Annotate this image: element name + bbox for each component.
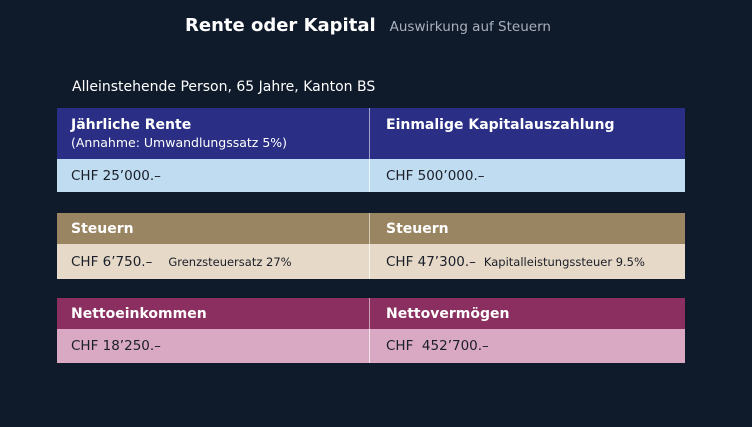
lump-sum-header: Einmalige Kapitalauszahlung (370, 108, 685, 159)
lump-sum-value: CHF 500’000.– (370, 159, 685, 192)
income-value-row: CHF 25’000.– CHF 500’000.– (57, 159, 685, 192)
taxes-table: Steuern Steuern CHF 6’750.– Grenzsteuers… (57, 213, 685, 279)
lump-sum-amount: CHF 500’000.– (386, 167, 485, 184)
net-value-row: CHF 18’250.– CHF 452’700.– (57, 329, 685, 363)
net-header-row: Nettoeinkommen Nettovermögen (57, 298, 685, 329)
annual-pension-label: Jährliche Rente (71, 117, 192, 133)
net-table: Nettoeinkommen Nettovermögen CHF 18’250.… (57, 298, 685, 363)
net-income-label: Nettoeinkommen (71, 305, 207, 322)
slide-title: Rente oder Kapital (185, 15, 376, 36)
pension-taxes-label: Steuern (71, 220, 134, 237)
person-description: Alleinstehende Person, 65 Jahre, Kanton … (72, 79, 376, 95)
capital-taxes-amount: CHF 47’300.– (386, 253, 476, 270)
net-income-value: CHF 18’250.– (57, 329, 370, 363)
net-assets-value: CHF 452’700.– (370, 329, 685, 363)
pension-taxes-value: CHF 6’750.– Grenzsteuersatz 27% (57, 244, 370, 279)
taxes-header-row: Steuern Steuern (57, 213, 685, 244)
net-assets-header: Nettovermögen (370, 298, 685, 329)
net-income-header: Nettoeinkommen (57, 298, 370, 329)
net-income-amount: CHF 18’250.– (71, 338, 161, 354)
net-assets-label: Nettovermögen (386, 305, 510, 322)
income-header-row: Jährliche Rente (Annahme: Umwandlungssat… (57, 108, 685, 159)
income-table: Jährliche Rente (Annahme: Umwandlungssat… (57, 108, 685, 192)
annual-pension-value: CHF 25’000.– (57, 159, 370, 192)
slide-subtitle: Auswirkung auf Steuern (389, 19, 551, 35)
taxes-value-row: CHF 6’750.– Grenzsteuersatz 27% CHF 47’3… (57, 244, 685, 279)
lump-sum-label: Einmalige Kapitalauszahlung (386, 117, 615, 133)
capital-taxes-label: Steuern (386, 220, 449, 237)
pension-taxes-header: Steuern (57, 213, 370, 244)
capital-taxes-value: CHF 47’300.– Kapitalleistungssteuer 9.5% (370, 244, 685, 279)
marginal-tax-rate-note: Grenzsteuersatz 27% (168, 254, 292, 269)
slide-header: Rente oder Kapital Auswirkung auf Steuer… (185, 15, 551, 36)
conversion-rate-note: (Annahme: Umwandlungssatz 5%) (71, 135, 288, 150)
capital-taxes-header: Steuern (370, 213, 685, 244)
annual-pension-header: Jährliche Rente (Annahme: Umwandlungssat… (57, 108, 370, 159)
pension-taxes-amount: CHF 6’750.– (71, 253, 153, 270)
annual-pension-amount: CHF 25’000.– (71, 167, 161, 184)
capital-benefit-tax-note: Kapitalleistungssteuer 9.5% (483, 254, 645, 269)
net-assets-amount: CHF 452’700.– (386, 338, 489, 354)
